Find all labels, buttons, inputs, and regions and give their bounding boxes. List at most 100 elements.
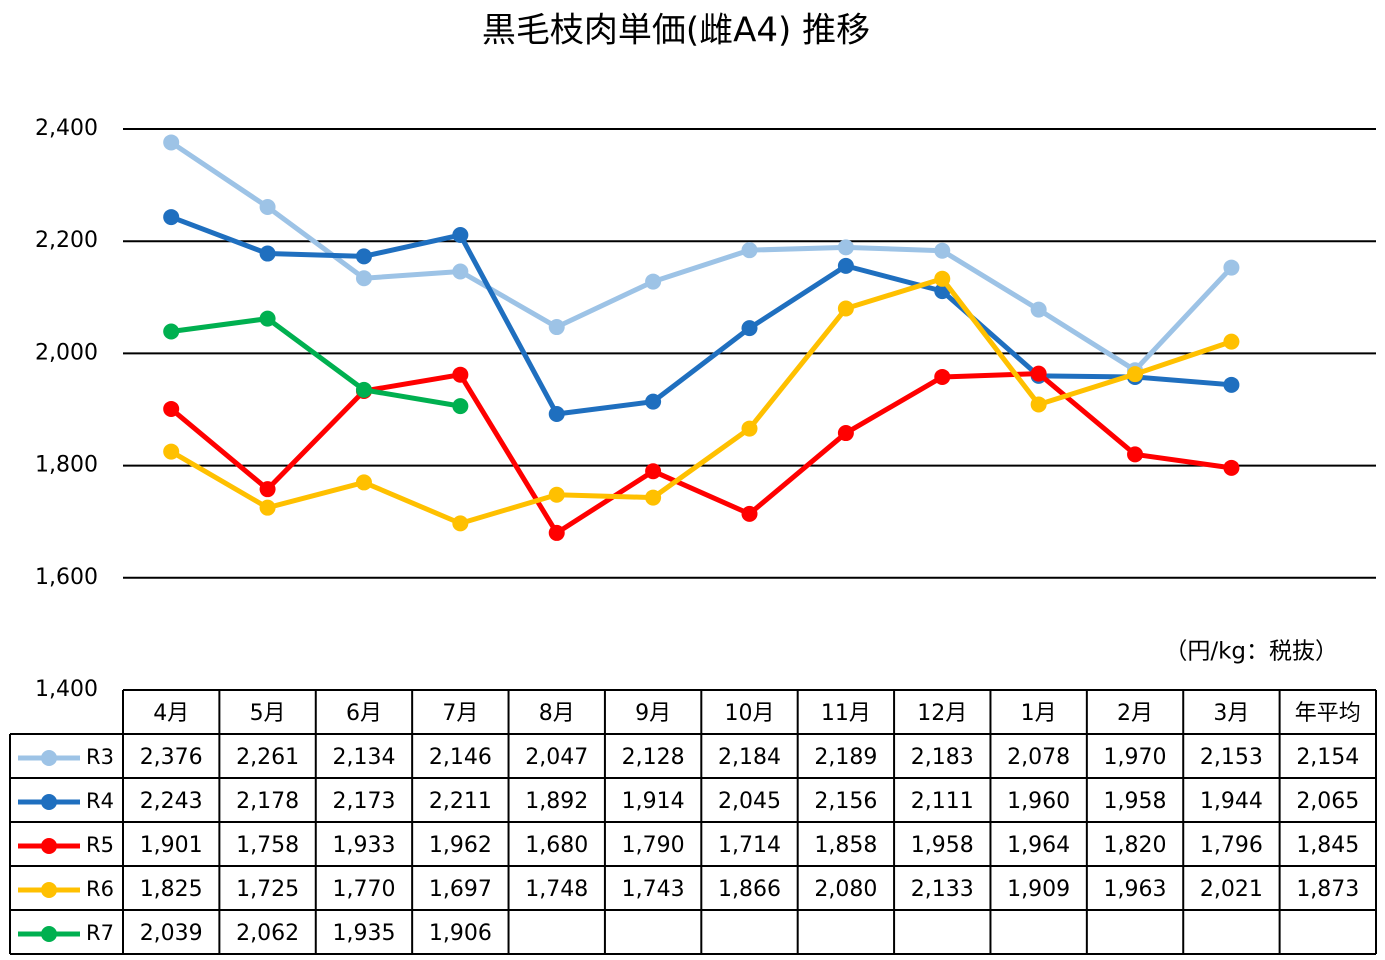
table-cell: 2,080 xyxy=(814,877,877,902)
point xyxy=(1223,376,1240,393)
point xyxy=(741,320,758,337)
legend-marker xyxy=(41,926,57,942)
series-line xyxy=(169,276,1233,526)
x-tick-label: 3月 xyxy=(1213,701,1249,726)
x-tick-label: 6月 xyxy=(346,701,382,726)
x-tick-label: 8月 xyxy=(539,701,575,726)
y-tick-label: 2,000 xyxy=(35,340,98,365)
table-cell: 1,748 xyxy=(525,877,588,902)
table-cell: 2,128 xyxy=(622,745,685,770)
x-tick-label: 2月 xyxy=(1117,701,1153,726)
table-cell: 1,796 xyxy=(1200,833,1263,858)
point xyxy=(645,273,662,290)
table-cell: 1,958 xyxy=(911,833,974,858)
table-cell: 2,146 xyxy=(429,745,492,770)
point xyxy=(355,474,372,491)
table-cell: 1,892 xyxy=(525,789,588,814)
point xyxy=(163,323,180,340)
x-tick-label: 9月 xyxy=(635,701,671,726)
point xyxy=(548,524,565,541)
table-cell: 2,211 xyxy=(429,789,492,814)
point xyxy=(452,515,469,532)
table-cell: 1,697 xyxy=(429,877,492,902)
point xyxy=(934,270,951,287)
table-cell: 2,183 xyxy=(911,745,974,770)
table-cell: 1,958 xyxy=(1104,789,1167,814)
point xyxy=(452,263,469,280)
table-cell: 1,820 xyxy=(1104,833,1167,858)
x-tick-label: 10月 xyxy=(725,701,775,726)
point xyxy=(259,198,276,215)
table-cell: 2,178 xyxy=(236,789,299,814)
table-cell: 1,825 xyxy=(140,877,203,902)
legend-label: R5 xyxy=(86,833,114,857)
table-cell: 2,189 xyxy=(814,745,877,770)
table-cell: 2,039 xyxy=(140,921,203,946)
point xyxy=(645,463,662,480)
table-cell: 2,062 xyxy=(236,921,299,946)
legend-marker xyxy=(41,882,57,898)
point xyxy=(452,398,469,415)
point xyxy=(163,443,180,460)
point xyxy=(837,257,854,274)
series-line xyxy=(170,316,461,409)
point xyxy=(163,400,180,417)
table-cell: 1,960 xyxy=(1007,789,1070,814)
table-cell: 2,045 xyxy=(718,789,781,814)
point xyxy=(741,505,758,522)
table-cell: 1,743 xyxy=(622,877,685,902)
table-cell: 1,962 xyxy=(429,833,492,858)
point xyxy=(1223,333,1240,350)
y-tick-label: 2,400 xyxy=(35,116,98,141)
table-cell: 2,153 xyxy=(1200,745,1263,770)
table-cell: 1,873 xyxy=(1296,877,1359,902)
point xyxy=(548,405,565,422)
point xyxy=(645,489,662,506)
table-cell: 1,964 xyxy=(1007,833,1070,858)
table-cell: 1,725 xyxy=(236,877,299,902)
legend-label: R3 xyxy=(86,745,114,769)
point xyxy=(741,242,758,259)
table-cell: 2,111 xyxy=(911,789,974,814)
point xyxy=(1223,459,1240,476)
point xyxy=(548,319,565,336)
table-cell: 1,845 xyxy=(1296,833,1359,858)
x-tick-label: 5月 xyxy=(250,701,286,726)
legend-marker xyxy=(41,838,57,854)
table-cell: 1,680 xyxy=(525,833,588,858)
chart-title: 黒毛枝肉単価(雌A4) 推移 xyxy=(482,11,870,51)
table-cell: 2,133 xyxy=(911,877,974,902)
table-cell: 2,243 xyxy=(140,789,203,814)
series-line xyxy=(169,140,1234,373)
point xyxy=(741,420,758,437)
table-cell: 2,134 xyxy=(332,745,395,770)
point xyxy=(163,209,180,226)
table-cell: 1,758 xyxy=(236,833,299,858)
table-cell: 2,156 xyxy=(814,789,877,814)
legend-marker xyxy=(41,750,57,766)
table-cell: 1,906 xyxy=(429,921,492,946)
point xyxy=(837,300,854,317)
point xyxy=(548,486,565,503)
legend-label: R7 xyxy=(86,921,114,945)
legend-label: R6 xyxy=(86,877,114,901)
point xyxy=(355,270,372,287)
table-cell: 2,173 xyxy=(332,789,395,814)
point xyxy=(259,245,276,262)
x-tick-label: 7月 xyxy=(442,701,478,726)
point xyxy=(837,239,854,256)
table-cell: 1,963 xyxy=(1104,877,1167,902)
table-cell: 1,970 xyxy=(1104,745,1167,770)
y-tick-label: 1,800 xyxy=(35,453,98,478)
y-tick-label: 1,600 xyxy=(35,565,98,590)
table-cell: 2,184 xyxy=(718,745,781,770)
point xyxy=(355,248,372,265)
point xyxy=(934,368,951,385)
legend-label: R4 xyxy=(86,789,114,813)
point xyxy=(452,227,469,244)
table-cell: 1,933 xyxy=(332,833,395,858)
unit-note: （円/kg：税抜） xyxy=(1164,639,1338,665)
point xyxy=(259,499,276,516)
table-cell: 1,944 xyxy=(1200,789,1263,814)
x-tick-label: 11月 xyxy=(821,701,871,726)
